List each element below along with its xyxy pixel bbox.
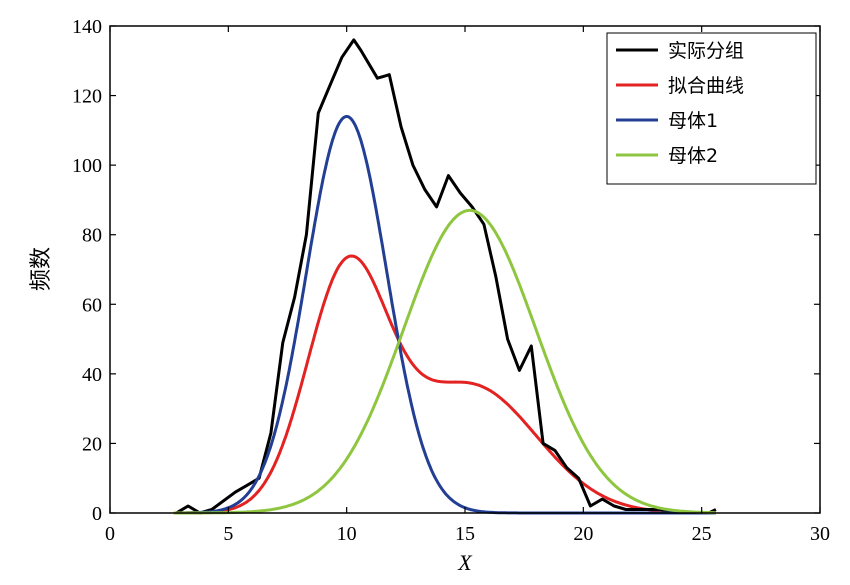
legend-label: 母体1 [668, 110, 718, 132]
y-axis-label: 频数 [28, 247, 53, 291]
y-tick-label: 80 [82, 225, 102, 247]
x-tick-label: 30 [810, 523, 830, 545]
x-axis-label: X [457, 550, 473, 575]
y-tick-label: 120 [72, 86, 102, 108]
x-tick-label: 10 [337, 523, 357, 545]
y-tick-label: 40 [82, 364, 102, 386]
y-tick-label: 100 [72, 155, 102, 177]
x-tick-label: 5 [223, 523, 233, 545]
x-tick-label: 20 [573, 523, 593, 545]
series-line-1 [173, 254, 716, 515]
legend-label: 拟合曲线 [668, 75, 744, 97]
series-line-0 [175, 38, 717, 515]
x-tick-label: 0 [105, 523, 115, 545]
x-tick-label: 25 [692, 523, 712, 545]
y-tick-label: 60 [82, 294, 102, 316]
y-tick-label: 140 [72, 16, 102, 38]
x-tick-label: 15 [455, 523, 475, 545]
legend-label: 实际分组 [668, 40, 744, 62]
series-line-3 [173, 208, 716, 515]
y-tick-label: 20 [82, 433, 102, 455]
legend-box [606, 32, 817, 185]
series-layer [173, 38, 717, 515]
legend-label: 母体2 [668, 145, 718, 167]
y-tick-label: 0 [92, 503, 102, 525]
ticks-layer: 0 5 10 15 20 25 30 0 20 40 60 80 100 120 140 [72, 16, 830, 545]
